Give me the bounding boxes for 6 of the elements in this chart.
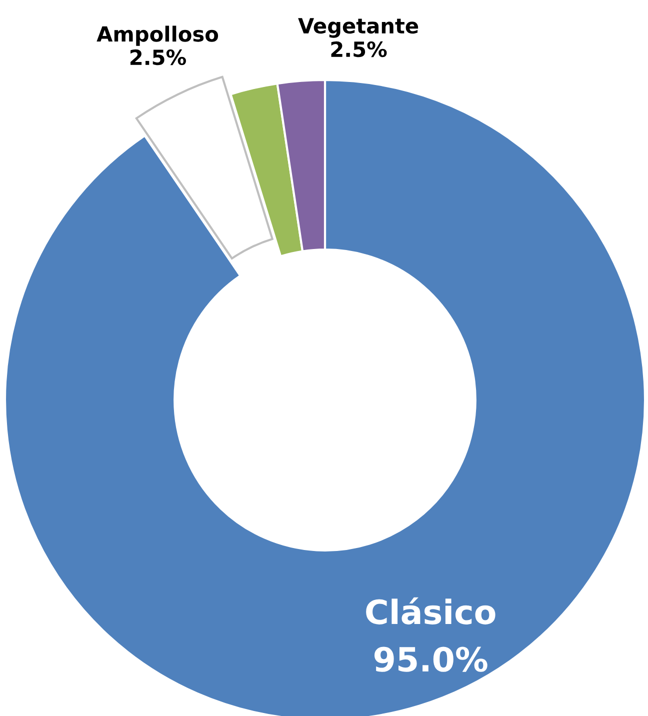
slice-label: Vegetante: [298, 18, 418, 38]
data-label: 95.0%: [374, 646, 488, 672]
slice-label: Clásico: [366, 597, 496, 624]
data-label: 2.5%: [130, 49, 186, 66]
data-label: 2.5%: [331, 41, 387, 58]
slice-label: Ampolloso: [96, 26, 218, 46]
